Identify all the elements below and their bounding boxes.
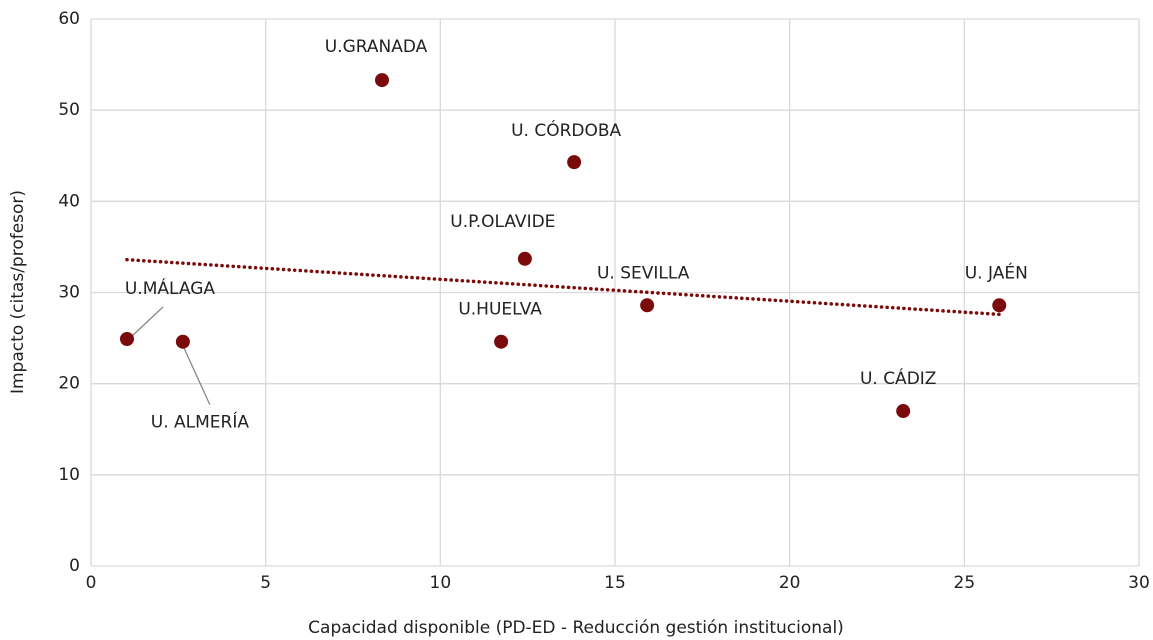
x-tick-label: 15 bbox=[604, 573, 626, 593]
point bbox=[374, 73, 389, 88]
point-label: U.MÁLAGA bbox=[125, 277, 216, 299]
point bbox=[992, 298, 1007, 313]
point bbox=[517, 251, 532, 266]
y-tick-label: 30 bbox=[58, 283, 80, 303]
y-tick-label: 10 bbox=[58, 465, 80, 485]
point-label: U.GRANADA bbox=[325, 37, 428, 57]
point-label: U. CÓRDOBA bbox=[511, 119, 621, 141]
point bbox=[494, 334, 509, 349]
x-tick-label: 30 bbox=[1128, 573, 1150, 593]
y-tick-label: 60 bbox=[58, 9, 80, 29]
leader-line bbox=[130, 306, 164, 338]
y-axis-title: Impacto (citas/profesor) bbox=[8, 190, 28, 394]
point-label: U. ALMERÍA bbox=[151, 411, 250, 433]
point-label: U.P.OLAVIDE bbox=[450, 212, 555, 232]
point-label: U.HUELVA bbox=[458, 300, 542, 320]
x-tick-label: 20 bbox=[779, 573, 801, 593]
point-label: U. CÁDIZ bbox=[860, 367, 937, 389]
y-tick-label: 20 bbox=[58, 374, 80, 394]
point-label: U. SEVILLA bbox=[597, 263, 690, 283]
x-tick-label: 25 bbox=[954, 573, 976, 593]
point-label: U. JAÉN bbox=[965, 261, 1028, 283]
x-axis-title: Capacidad disponible (PD-ED - Reducción … bbox=[308, 618, 844, 638]
point bbox=[119, 331, 134, 346]
y-tick-label: 50 bbox=[58, 100, 80, 120]
point bbox=[175, 334, 190, 349]
point bbox=[567, 155, 582, 170]
point bbox=[640, 298, 655, 313]
x-tick-label: 5 bbox=[260, 573, 271, 593]
x-tick-label: 0 bbox=[86, 573, 97, 593]
y-tick-label: 40 bbox=[58, 191, 80, 211]
point bbox=[896, 404, 911, 419]
trendline bbox=[125, 257, 1002, 317]
y-tick-label: 0 bbox=[69, 556, 80, 576]
x-tick-label: 10 bbox=[430, 573, 452, 593]
leader-line bbox=[183, 347, 211, 405]
